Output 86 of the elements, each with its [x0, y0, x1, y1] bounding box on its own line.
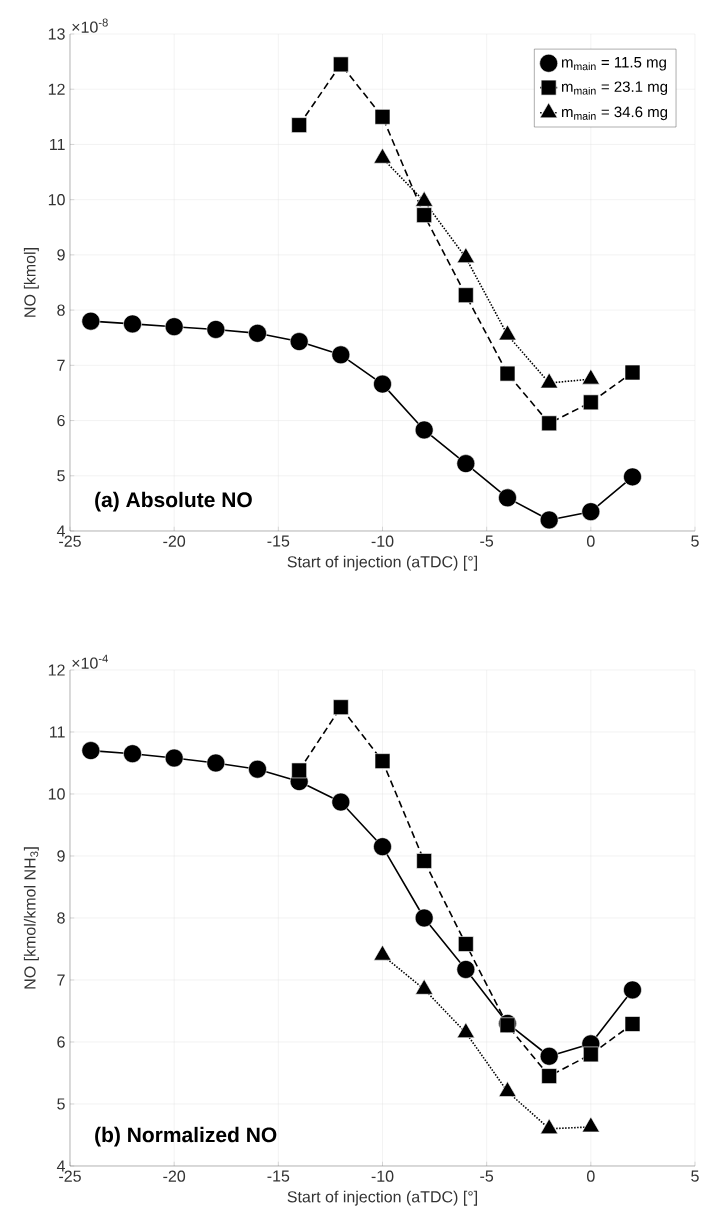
point [333, 699, 349, 715]
point [331, 792, 351, 812]
x-tick-label: -5 [480, 535, 494, 547]
x-tick-label: 0 [587, 1170, 595, 1182]
point [206, 753, 226, 773]
point [456, 454, 476, 473]
x-tick-label: 5 [691, 535, 699, 547]
point [164, 748, 184, 768]
y-tick-label: 4 [57, 525, 66, 537]
point [81, 741, 101, 760]
y-tick-label: 4 [57, 1160, 66, 1172]
point [624, 1016, 641, 1032]
x-tick-label: -5 [480, 1170, 494, 1182]
point [123, 744, 142, 763]
point [498, 488, 517, 508]
legend-label: m$_{main}$ = 34.6 mg [562, 106, 668, 121]
y-tick-label: 8 [57, 304, 65, 316]
y-tick-label: 6 [57, 414, 65, 427]
point [539, 1046, 559, 1066]
y-tick-label: 11 [50, 138, 65, 150]
point [248, 324, 267, 343]
text: ×10$^{-4}$ [72, 654, 109, 669]
x-tick-label: 5 [691, 1170, 699, 1182]
point [583, 394, 599, 411]
point [291, 762, 308, 779]
point [373, 374, 392, 394]
point [416, 853, 433, 869]
point [374, 753, 391, 769]
point [623, 980, 642, 1000]
y-tick-label: 6 [57, 1036, 65, 1048]
x-tick-label: -25 [59, 1170, 81, 1182]
y-tick-label: 10 [49, 194, 65, 206]
point [458, 936, 474, 952]
x-tick-label: -25 [59, 535, 81, 547]
point [291, 117, 308, 133]
point [414, 420, 434, 440]
point [248, 759, 267, 779]
point [458, 287, 474, 303]
point [624, 364, 641, 381]
x-tick-label: -15 [267, 1170, 290, 1182]
y-tick-label: 11 [50, 726, 65, 738]
annotation: (a) Absolute NO [95, 491, 252, 512]
x-tick-label: -10 [371, 1170, 394, 1182]
point [164, 317, 184, 336]
x-axis-title: Start of injection (aTDC) [°] [287, 1190, 478, 1206]
annotation: (b) Normalized NO [95, 1126, 277, 1147]
x-tick-label: -20 [163, 535, 186, 547]
point [81, 311, 101, 331]
y-tick-label: 7 [57, 974, 65, 986]
point [289, 332, 309, 351]
point [541, 1068, 558, 1084]
y-tick-label: 10 [49, 788, 65, 800]
point [583, 1046, 599, 1063]
point [581, 502, 601, 521]
legend-label: m$_{main}$ = 11.5 mg [562, 57, 667, 71]
y-axis-title: NO [kmol] [24, 248, 39, 317]
point [456, 960, 476, 979]
y-tick-label: 12 [49, 664, 65, 676]
point [123, 314, 142, 334]
y-tick-label: 9 [57, 249, 65, 261]
point [414, 908, 434, 928]
point [416, 207, 433, 223]
point [541, 415, 558, 432]
text: ×10$^{-8}$ [72, 18, 108, 33]
legend-label: m$_{main}$ = 23.1 mg [562, 81, 668, 95]
point [331, 345, 351, 365]
point [499, 365, 516, 382]
point [539, 510, 559, 530]
point [333, 56, 349, 73]
x-axis-title: Start of injection (aTDC) [°] [287, 555, 478, 571]
y-tick-label: 5 [57, 470, 65, 482]
point [623, 467, 642, 487]
y-tick-label: 12 [49, 83, 65, 95]
point [373, 837, 392, 856]
y-axis-title: NO [kmol/kmol NH$_{3}$] [24, 847, 39, 989]
x-tick-label: 0 [587, 535, 595, 547]
y-tick-label: 5 [57, 1098, 65, 1110]
x-tick-label: -20 [163, 1170, 186, 1182]
point [374, 109, 391, 125]
y-tick-label: 8 [57, 912, 65, 924]
y-tick-label: 7 [57, 359, 65, 371]
y-tick-label: 9 [57, 850, 65, 862]
x-tick-label: -15 [267, 535, 290, 547]
point [206, 320, 226, 339]
y-tick-label: 13 [49, 28, 65, 40]
x-tick-label: -10 [371, 535, 394, 547]
